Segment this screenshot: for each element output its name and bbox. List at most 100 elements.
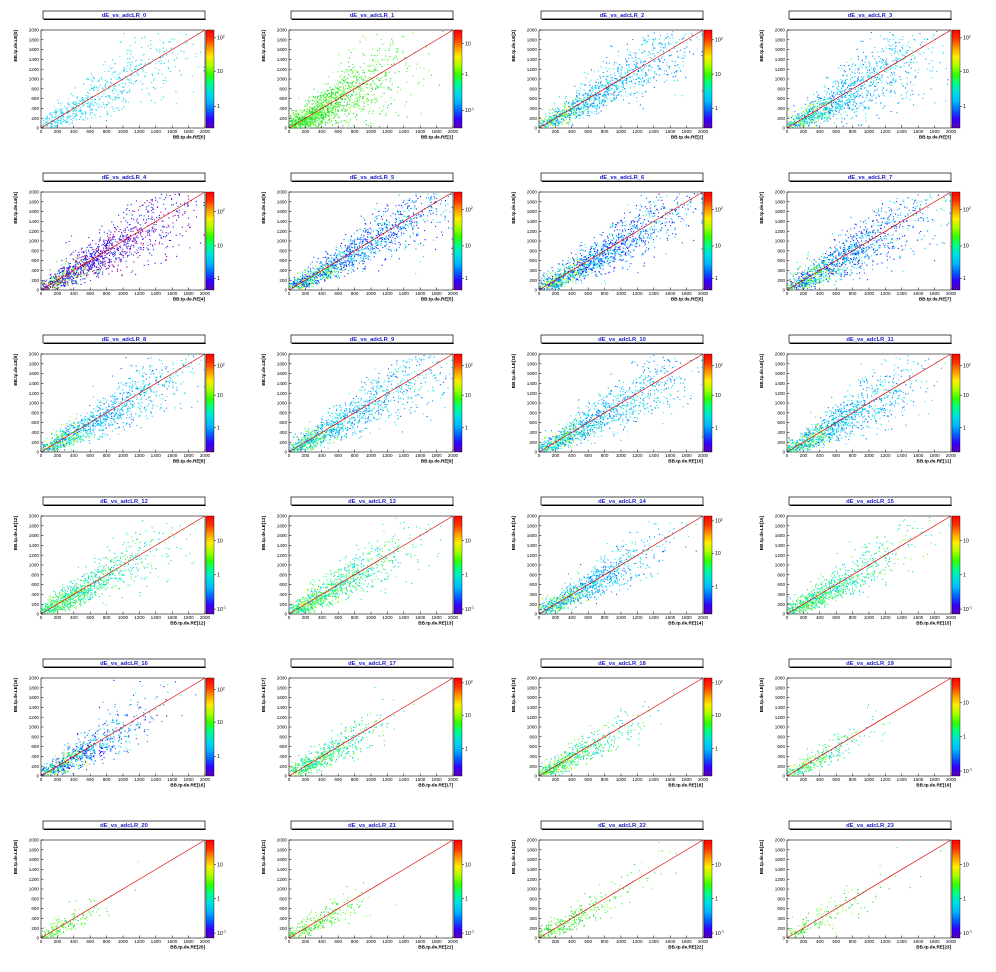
data-point [390, 104, 391, 105]
data-point [643, 78, 644, 79]
data-point [828, 114, 829, 115]
data-point [606, 94, 607, 95]
data-point [343, 107, 344, 108]
data-point [839, 100, 840, 101]
data-point [360, 41, 361, 42]
data-point [638, 84, 639, 85]
data-point [635, 68, 636, 69]
data-point [551, 117, 552, 118]
data-point [872, 52, 873, 53]
data-point [849, 100, 850, 101]
z-tick-exponent: 2 [721, 36, 723, 40]
data-point [374, 65, 375, 66]
data-point [580, 88, 581, 89]
data-point [844, 91, 845, 92]
data-point [329, 102, 330, 103]
data-point [60, 105, 61, 106]
data-point [329, 111, 330, 112]
data-point [553, 115, 554, 116]
data-point [583, 99, 584, 100]
x-tick-label: 0 [40, 129, 43, 134]
data-point [614, 73, 615, 74]
data-point [674, 45, 675, 46]
data-point [847, 115, 848, 116]
data-point [93, 77, 94, 78]
data-point [629, 52, 630, 53]
data-point [633, 95, 634, 96]
data-point [119, 73, 120, 74]
data-point [165, 77, 166, 78]
data-point [614, 91, 615, 92]
data-point [102, 79, 103, 80]
data-point [648, 66, 649, 67]
data-point [800, 126, 801, 127]
data-point [313, 127, 314, 128]
data-point [158, 73, 159, 74]
data-point [378, 79, 379, 80]
data-point [582, 112, 583, 113]
data-point [566, 110, 567, 111]
data-point [385, 115, 386, 116]
data-point [382, 77, 383, 78]
data-point [101, 77, 102, 78]
data-point [153, 87, 154, 88]
data-point [90, 103, 91, 104]
data-point [645, 43, 646, 44]
data-point [389, 72, 390, 73]
data-point [849, 107, 850, 108]
data-point [864, 107, 865, 108]
data-point [671, 72, 672, 73]
data-point [646, 74, 647, 75]
data-point [813, 94, 814, 95]
data-point [601, 101, 602, 102]
data-point [145, 72, 146, 73]
data-point [551, 109, 552, 110]
data-point [644, 81, 645, 82]
data-point [628, 64, 629, 65]
data-point [637, 101, 638, 102]
data-point [371, 55, 372, 56]
data-point [562, 116, 563, 117]
data-point [45, 122, 46, 123]
data-point [127, 58, 128, 59]
data-point [354, 70, 355, 71]
data-point [315, 124, 316, 125]
data-point [581, 101, 582, 102]
data-point [893, 78, 894, 79]
data-point [95, 117, 96, 118]
data-point [892, 74, 893, 75]
data-point [291, 124, 292, 125]
data-point [637, 71, 638, 72]
data-point [341, 86, 342, 87]
data-point [348, 99, 349, 100]
data-point [585, 77, 586, 78]
data-point [851, 84, 852, 85]
data-point [92, 81, 93, 82]
data-point [115, 98, 116, 99]
data-point [627, 65, 628, 66]
data-point [549, 112, 550, 113]
data-point [569, 115, 570, 116]
data-point [398, 87, 399, 88]
data-point [410, 94, 411, 95]
x-tick-label: 200 [552, 129, 560, 134]
data-point [385, 56, 386, 57]
data-point [87, 92, 88, 93]
data-point [542, 121, 543, 122]
data-point [348, 125, 349, 126]
data-point [622, 81, 623, 82]
data-point [908, 72, 909, 73]
data-point [617, 70, 618, 71]
data-point [701, 51, 702, 52]
data-point [628, 94, 629, 95]
data-point [344, 113, 345, 114]
data-point [603, 61, 604, 62]
data-point [174, 39, 175, 40]
data-point [878, 118, 879, 119]
data-point [326, 99, 327, 100]
data-point [390, 56, 391, 57]
data-point [868, 61, 869, 62]
data-point [52, 127, 53, 128]
data-point [803, 119, 804, 120]
data-point [831, 102, 832, 103]
